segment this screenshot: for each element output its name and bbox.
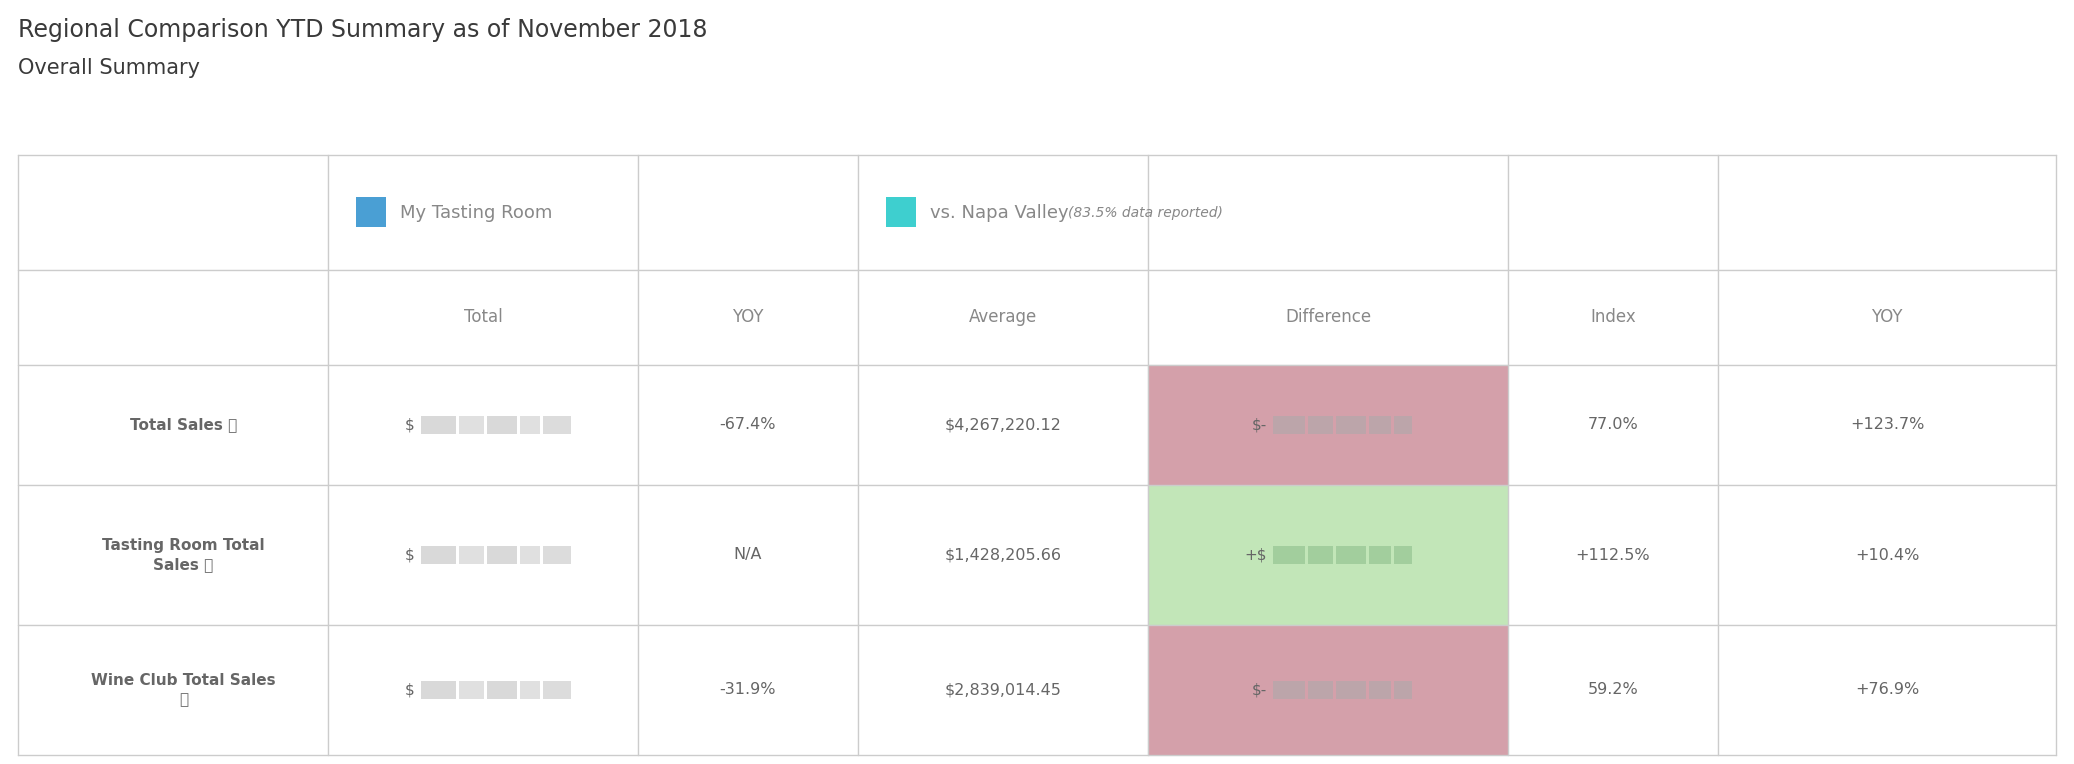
Bar	[1394, 681, 1412, 699]
Bar	[1369, 416, 1392, 434]
Bar	[543, 416, 570, 434]
Text: $: $	[404, 682, 415, 698]
Text: $: $	[404, 548, 415, 562]
Bar	[518, 681, 539, 699]
Bar	[1309, 681, 1334, 699]
Text: $-: $-	[1253, 682, 1267, 698]
Text: $: $	[404, 417, 415, 432]
Text: Regional Comparison YTD Summary as of November 2018: Regional Comparison YTD Summary as of No…	[19, 18, 707, 42]
Text: 59.2%: 59.2%	[1587, 682, 1638, 698]
Text: +123.7%: +123.7%	[1850, 417, 1925, 432]
Bar	[458, 546, 483, 564]
Bar	[1273, 546, 1305, 564]
Bar	[1369, 681, 1392, 699]
Bar	[543, 546, 570, 564]
Text: Overall Summary: Overall Summary	[19, 58, 199, 78]
Text: N/A: N/A	[734, 548, 763, 562]
Text: 77.0%: 77.0%	[1587, 417, 1638, 432]
Text: YOY: YOY	[1871, 309, 1902, 326]
Bar	[458, 416, 483, 434]
Text: YOY: YOY	[732, 309, 763, 326]
Text: (83.5% data reported): (83.5% data reported)	[1068, 206, 1224, 219]
Text: Tasting Room Total
Sales ⓘ: Tasting Room Total Sales ⓘ	[102, 538, 265, 572]
Text: $-: $-	[1253, 417, 1267, 432]
Text: Total: Total	[465, 309, 502, 326]
Bar	[421, 416, 456, 434]
Bar	[1309, 416, 1334, 434]
Text: My Tasting Room: My Tasting Room	[400, 203, 552, 222]
Bar	[1369, 546, 1392, 564]
Text: +$: +$	[1244, 548, 1267, 562]
Text: $4,267,220.12: $4,267,220.12	[944, 417, 1062, 432]
Bar	[1336, 681, 1367, 699]
Bar	[487, 546, 516, 564]
Text: +10.4%: +10.4%	[1854, 548, 1918, 562]
Bar	[518, 546, 539, 564]
Bar	[1273, 416, 1305, 434]
Text: Total Sales ⓘ: Total Sales ⓘ	[131, 417, 236, 432]
Bar	[458, 681, 483, 699]
Text: vs. Napa Valley: vs. Napa Valley	[929, 203, 1074, 222]
Bar	[1336, 546, 1367, 564]
Bar	[543, 681, 570, 699]
Text: +76.9%: +76.9%	[1854, 682, 1918, 698]
Text: Difference: Difference	[1286, 309, 1371, 326]
Text: Wine Club Total Sales
ⓘ: Wine Club Total Sales ⓘ	[91, 672, 276, 707]
Bar	[487, 681, 516, 699]
Text: $1,428,205.66: $1,428,205.66	[944, 548, 1062, 562]
Bar	[487, 416, 516, 434]
Text: Index: Index	[1591, 309, 1636, 326]
Bar	[357, 196, 386, 226]
Bar	[886, 196, 917, 226]
Bar	[421, 546, 456, 564]
Bar	[1394, 416, 1412, 434]
Text: +112.5%: +112.5%	[1576, 548, 1651, 562]
Text: -67.4%: -67.4%	[720, 417, 776, 432]
Text: -31.9%: -31.9%	[720, 682, 776, 698]
Bar	[518, 416, 539, 434]
Text: $2,839,014.45: $2,839,014.45	[944, 682, 1062, 698]
Bar	[1309, 546, 1334, 564]
Bar	[421, 681, 456, 699]
Bar	[1273, 681, 1305, 699]
Bar	[1394, 546, 1412, 564]
Text: Average: Average	[969, 309, 1037, 326]
Bar	[1336, 416, 1367, 434]
